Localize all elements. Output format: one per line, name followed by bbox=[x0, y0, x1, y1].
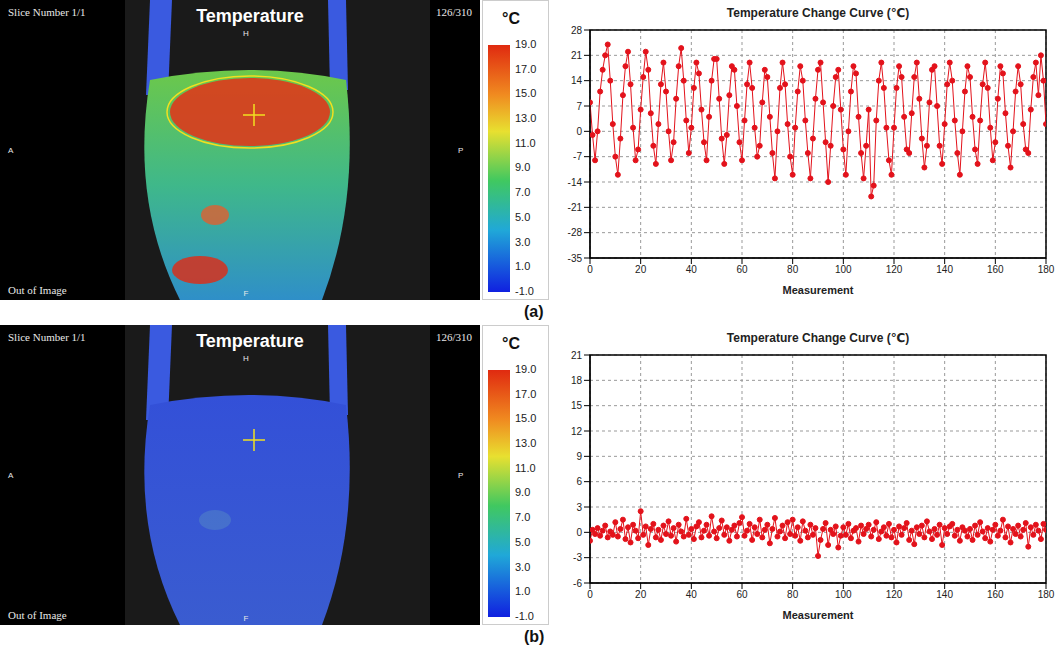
svg-text:3.0: 3.0 bbox=[515, 561, 530, 573]
svg-text:19.0: 19.0 bbox=[515, 38, 536, 50]
svg-text:Measurement: Measurement bbox=[783, 284, 854, 296]
svg-text:180: 180 bbox=[1038, 264, 1055, 275]
svg-text:°C: °C bbox=[502, 10, 520, 27]
svg-text:11.0: 11.0 bbox=[515, 137, 536, 149]
svg-text:7.0: 7.0 bbox=[515, 511, 530, 523]
svg-text:P: P bbox=[458, 471, 463, 480]
svg-text:100: 100 bbox=[835, 589, 852, 600]
svg-text:120: 120 bbox=[886, 264, 903, 275]
svg-text:21: 21 bbox=[571, 50, 583, 61]
svg-text:15.0: 15.0 bbox=[515, 412, 536, 424]
svg-text:0: 0 bbox=[587, 264, 593, 275]
svg-text:-35: -35 bbox=[568, 253, 583, 264]
svg-text:160: 160 bbox=[987, 264, 1004, 275]
svg-text:-28: -28 bbox=[568, 227, 583, 238]
svg-text:140: 140 bbox=[936, 264, 953, 275]
svg-text:40: 40 bbox=[686, 264, 698, 275]
svg-text:-14: -14 bbox=[568, 177, 583, 188]
svg-text:Slice Number 1/1: Slice Number 1/1 bbox=[8, 6, 86, 18]
html-text:Temperature Change Curve (℃): Temperature Change Curve (℃) bbox=[726, 331, 910, 345]
svg-text:-7: -7 bbox=[573, 151, 582, 162]
svg-text:-21: -21 bbox=[568, 202, 583, 213]
svg-text:F: F bbox=[244, 289, 249, 298]
svg-text:-1.0: -1.0 bbox=[515, 610, 534, 622]
svg-text:9: 9 bbox=[576, 451, 582, 462]
svg-text:80: 80 bbox=[787, 589, 799, 600]
svg-text:-6: -6 bbox=[573, 578, 582, 589]
svg-text:180: 180 bbox=[1038, 589, 1055, 600]
svg-text:Measurement: Measurement bbox=[783, 609, 854, 621]
svg-text:28: 28 bbox=[571, 25, 583, 36]
svg-text:126/310: 126/310 bbox=[436, 331, 473, 343]
svg-text:18: 18 bbox=[571, 375, 583, 386]
svg-text:A: A bbox=[8, 471, 14, 480]
svg-text:°C: °C bbox=[502, 335, 520, 352]
svg-text:6: 6 bbox=[576, 476, 582, 487]
svg-text:H: H bbox=[243, 29, 249, 38]
svg-text:126/310: 126/310 bbox=[436, 6, 473, 18]
svg-text:20: 20 bbox=[635, 589, 647, 600]
svg-text:Slice Number 1/1: Slice Number 1/1 bbox=[8, 331, 86, 343]
svg-text:15: 15 bbox=[571, 400, 583, 411]
svg-text:Temperature: Temperature bbox=[196, 331, 304, 351]
svg-text:14: 14 bbox=[571, 75, 583, 86]
svg-text:17.0: 17.0 bbox=[515, 388, 536, 400]
html-text:Temperature Change Curve (℃): Temperature Change Curve (℃) bbox=[726, 6, 910, 20]
svg-text:12: 12 bbox=[571, 426, 583, 437]
svg-text:-3: -3 bbox=[573, 552, 582, 563]
svg-text:120: 120 bbox=[886, 589, 903, 600]
svg-text:Temperature: Temperature bbox=[196, 6, 304, 26]
svg-text:0: 0 bbox=[576, 527, 582, 538]
svg-text:7.0: 7.0 bbox=[515, 186, 530, 198]
svg-text:0: 0 bbox=[576, 126, 582, 137]
html-text:(b): (b) bbox=[524, 628, 545, 645]
svg-text:20: 20 bbox=[635, 264, 647, 275]
svg-text:H: H bbox=[243, 354, 249, 363]
svg-text:1.0: 1.0 bbox=[515, 585, 530, 597]
svg-text:-1.0: -1.0 bbox=[515, 285, 534, 297]
svg-text:9.0: 9.0 bbox=[515, 486, 530, 498]
svg-text:5.0: 5.0 bbox=[515, 536, 530, 548]
svg-text:19.0: 19.0 bbox=[515, 363, 536, 375]
svg-text:140: 140 bbox=[936, 589, 953, 600]
svg-text:P: P bbox=[458, 146, 463, 155]
svg-text:17.0: 17.0 bbox=[515, 63, 536, 75]
svg-text:13.0: 13.0 bbox=[515, 112, 536, 124]
svg-text:A: A bbox=[8, 146, 14, 155]
svg-text:11.0: 11.0 bbox=[515, 462, 536, 474]
svg-text:15.0: 15.0 bbox=[515, 87, 536, 99]
svg-text:3.0: 3.0 bbox=[515, 236, 530, 248]
svg-text:40: 40 bbox=[686, 589, 698, 600]
svg-text:60: 60 bbox=[736, 589, 748, 600]
svg-text:5.0: 5.0 bbox=[515, 211, 530, 223]
svg-text:100: 100 bbox=[835, 264, 852, 275]
svg-text:Out of Image: Out of Image bbox=[8, 284, 67, 296]
html-text:(a): (a) bbox=[524, 303, 544, 320]
svg-text:13.0: 13.0 bbox=[515, 437, 536, 449]
svg-text:0: 0 bbox=[587, 589, 593, 600]
svg-text:60: 60 bbox=[736, 264, 748, 275]
svg-text:160: 160 bbox=[987, 589, 1004, 600]
svg-text:9.0: 9.0 bbox=[515, 161, 530, 173]
svg-text:7: 7 bbox=[576, 101, 582, 112]
svg-text:1.0: 1.0 bbox=[515, 260, 530, 272]
svg-text:F: F bbox=[244, 614, 249, 623]
svg-text:3: 3 bbox=[576, 502, 582, 513]
svg-text:80: 80 bbox=[787, 264, 799, 275]
svg-text:21: 21 bbox=[571, 350, 583, 361]
svg-text:Out of Image: Out of Image bbox=[8, 609, 67, 621]
